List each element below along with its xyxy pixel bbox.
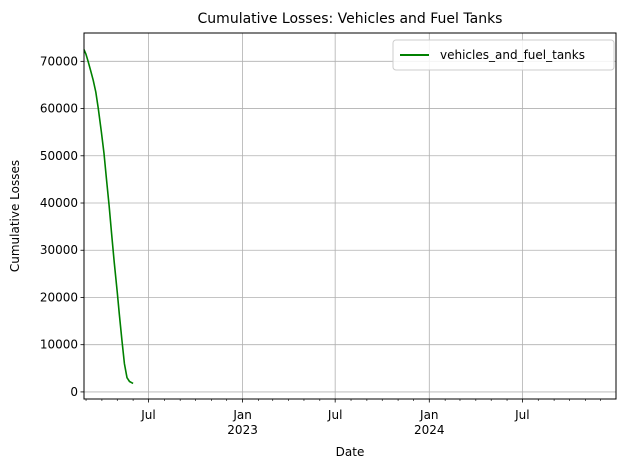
legend-label: vehicles_and_fuel_tanks xyxy=(440,48,585,62)
y-tick-label: 0 xyxy=(70,385,78,399)
x-axis-label: Date xyxy=(336,445,365,459)
y-tick-label: 20000 xyxy=(40,290,78,304)
legend-box xyxy=(392,39,615,71)
plot-area xyxy=(84,33,616,399)
series-layer xyxy=(83,49,134,385)
legend: vehicles_and_fuel_tanks xyxy=(392,39,615,71)
y-axis-label: Cumulative Losses xyxy=(8,160,22,272)
y-tick-label: 50000 xyxy=(40,149,78,163)
x-tick-label: Jul xyxy=(327,408,342,422)
series-line-vehicles-and-fuel-tanks xyxy=(83,49,134,385)
plot-frame xyxy=(83,32,617,400)
x-tick-label: 2023 xyxy=(227,423,258,437)
y-tick-label: 10000 xyxy=(40,338,78,352)
x-tick-label: Jan xyxy=(419,408,439,422)
x-tick-label: Jul xyxy=(140,408,155,422)
chart-title: Cumulative Losses: Vehicles and Fuel Tan… xyxy=(198,11,503,27)
y-tick-label: 40000 xyxy=(40,196,78,210)
y-tick-label: 60000 xyxy=(40,102,78,116)
x-tick-label: Jan xyxy=(232,408,252,422)
x-tick-label: 2024 xyxy=(414,423,445,437)
x-tick-label: Jul xyxy=(514,408,529,422)
grid-lines xyxy=(84,33,616,399)
x-minor-ticks xyxy=(85,399,601,401)
y-tick-label: 70000 xyxy=(40,54,78,68)
y-tick-label: 30000 xyxy=(40,243,78,257)
y-axis: 0 10000 20000 30000 40000 50000 60000 70000 xyxy=(40,54,84,399)
